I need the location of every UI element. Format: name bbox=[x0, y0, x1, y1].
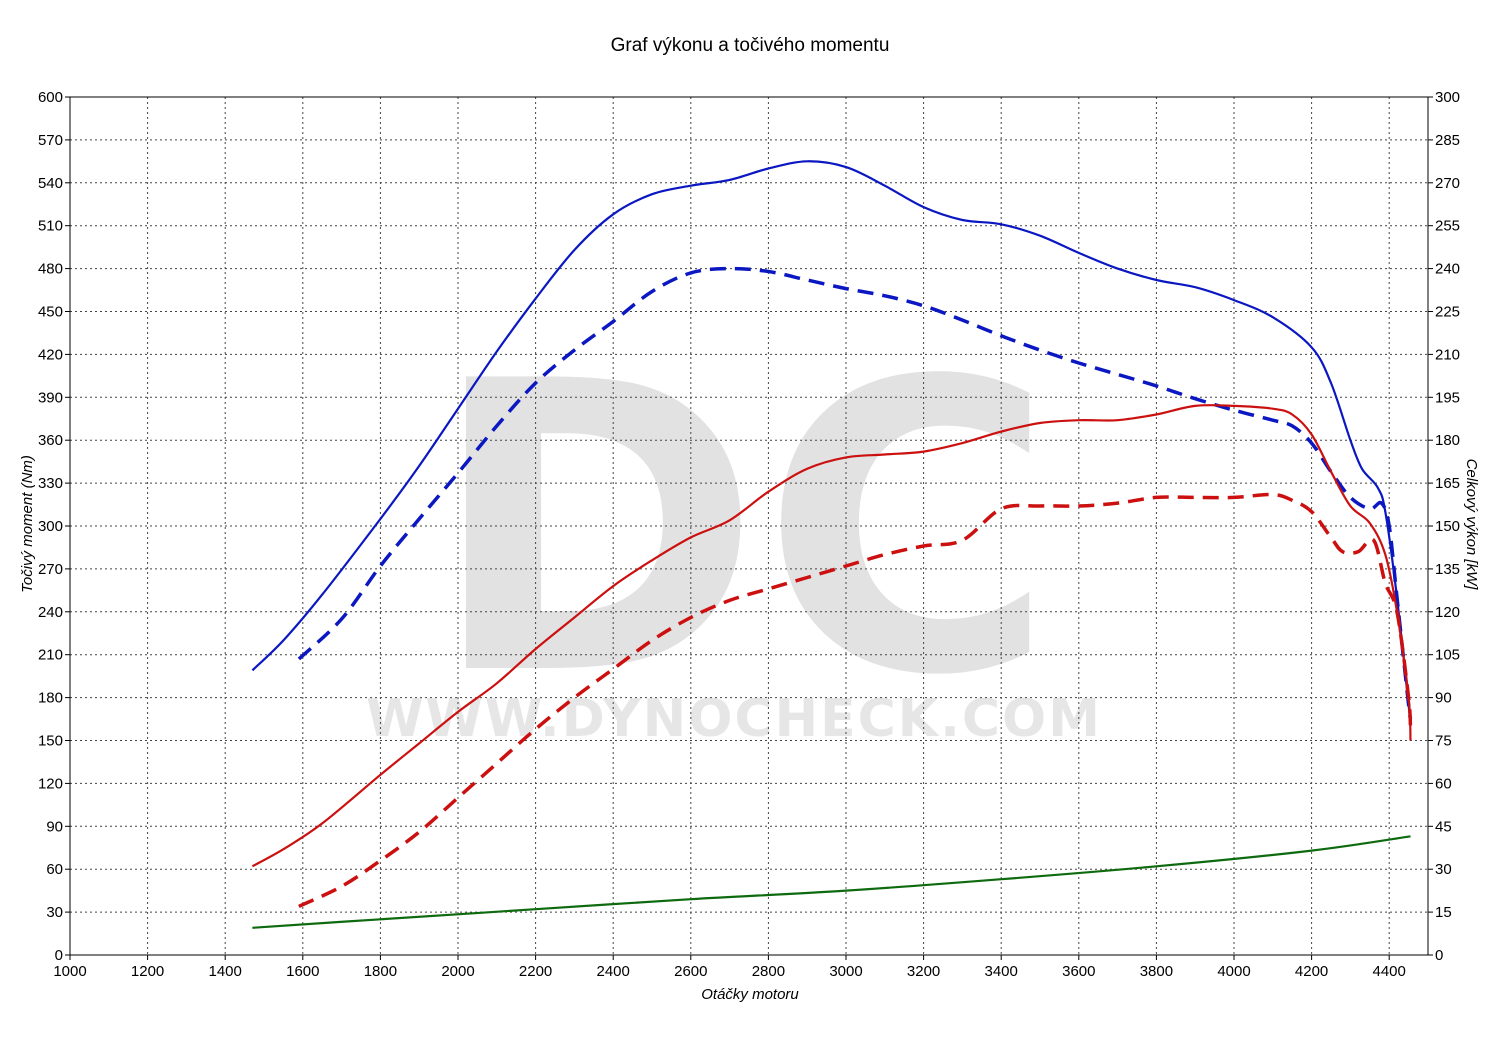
series-line-2 bbox=[297, 266, 1413, 721]
x-tick-label: 4000 bbox=[1217, 963, 1250, 980]
x-tick-label: 3400 bbox=[985, 963, 1018, 980]
x-tick-label: 3800 bbox=[1140, 963, 1173, 980]
series-line-3 bbox=[251, 404, 1412, 868]
y-left-tick-label: 240 bbox=[38, 604, 63, 621]
watermark: DC WWW.DYNOCHECK.COM bbox=[366, 298, 1102, 763]
y-left-tick-label: 330 bbox=[38, 475, 63, 492]
x-tick-label: 2800 bbox=[752, 963, 785, 980]
y-right-tick-label: 165 bbox=[1435, 475, 1460, 492]
y-right-tick-label: 270 bbox=[1435, 175, 1460, 192]
y-left-tick-label: 420 bbox=[38, 346, 63, 363]
y-left-tick-label: 30 bbox=[46, 904, 63, 921]
x-tick-label: 2200 bbox=[519, 963, 552, 980]
y-left-tick-label: 600 bbox=[38, 89, 63, 106]
y-left-tick-label: 450 bbox=[38, 304, 63, 321]
x-tick-label: 1800 bbox=[364, 963, 397, 980]
y-left-tick-label: 120 bbox=[38, 775, 63, 792]
x-tick-label: 2000 bbox=[441, 963, 474, 980]
y-left-tick-label: 90 bbox=[46, 818, 63, 835]
y-left-tick-label: 570 bbox=[38, 132, 63, 149]
y-left-tick-label: 210 bbox=[38, 647, 63, 664]
y-right-tick-label: 225 bbox=[1435, 304, 1460, 321]
x-tick-label: 1200 bbox=[131, 963, 164, 980]
y-right-tick-label: 120 bbox=[1435, 604, 1460, 621]
watermark-url: WWW.DYNOCHECK.COM bbox=[366, 689, 1102, 749]
y-left-tick-label: 180 bbox=[38, 690, 63, 707]
y-left-tick-label: 60 bbox=[46, 861, 63, 878]
x-tick-label: 1000 bbox=[53, 963, 86, 980]
y-right-tick-label: 210 bbox=[1435, 346, 1460, 363]
series-line-1 bbox=[251, 160, 1412, 727]
y-left-tick-label: 360 bbox=[38, 432, 63, 449]
y-right-tick-label: 255 bbox=[1435, 218, 1460, 235]
y-left-tick-label: 390 bbox=[38, 389, 63, 406]
y-right-tick-label: 30 bbox=[1435, 861, 1452, 878]
series-line-5 bbox=[252, 835, 1411, 929]
tick-labels: 1000 1200 1400 1600 1800 2000 2200 2400 2600 2800… bbox=[38, 89, 1460, 980]
x-tick-label: 3600 bbox=[1062, 963, 1095, 980]
x-tick-label: 1400 bbox=[209, 963, 242, 980]
y-right-tick-label: 105 bbox=[1435, 647, 1460, 664]
x-tick-label: 4200 bbox=[1295, 963, 1328, 980]
y-right-tick-label: 180 bbox=[1435, 432, 1460, 449]
y-left-tick-label: 480 bbox=[38, 261, 63, 278]
x-tick-label: 2600 bbox=[674, 963, 707, 980]
x-tick-label: 2400 bbox=[597, 963, 630, 980]
series-line-4 bbox=[298, 492, 1413, 908]
y-right-tick-label: 135 bbox=[1435, 561, 1460, 578]
left-axis-label: Točivý moment (Nm) bbox=[19, 455, 36, 593]
watermark-logo: DC bbox=[429, 298, 1055, 763]
y-left-tick-label: 150 bbox=[38, 733, 63, 750]
y-right-tick-label: 195 bbox=[1435, 389, 1460, 406]
y-right-tick-label: 0 bbox=[1435, 947, 1443, 964]
series-lines bbox=[251, 160, 1413, 929]
y-right-tick-label: 45 bbox=[1435, 818, 1452, 835]
y-right-tick-label: 90 bbox=[1435, 690, 1452, 707]
right-axis-label: Celkový výkon [kW] bbox=[1463, 459, 1480, 591]
y-right-tick-label: 240 bbox=[1435, 261, 1460, 278]
y-right-tick-label: 75 bbox=[1435, 733, 1452, 750]
x-tick-label: 3000 bbox=[829, 963, 862, 980]
y-right-tick-label: 150 bbox=[1435, 518, 1460, 535]
y-left-tick-label: 510 bbox=[38, 218, 63, 235]
grid bbox=[70, 97, 1428, 955]
y-left-tick-label: 540 bbox=[38, 175, 63, 192]
y-right-tick-label: 60 bbox=[1435, 775, 1452, 792]
y-left-tick-label: 0 bbox=[55, 947, 63, 964]
y-right-tick-label: 300 bbox=[1435, 89, 1460, 106]
y-left-tick-label: 300 bbox=[38, 518, 63, 535]
chart-title: Graf výkonu a točivého momentu bbox=[611, 35, 890, 56]
y-right-tick-label: 15 bbox=[1435, 904, 1452, 921]
x-tick-label: 3200 bbox=[907, 963, 940, 980]
y-left-tick-label: 270 bbox=[38, 561, 63, 578]
y-right-tick-label: 285 bbox=[1435, 132, 1460, 149]
x-tick-label: 1600 bbox=[286, 963, 319, 980]
x-axis-label: Otáčky motoru bbox=[701, 986, 799, 1003]
x-tick-label: 4400 bbox=[1373, 963, 1406, 980]
